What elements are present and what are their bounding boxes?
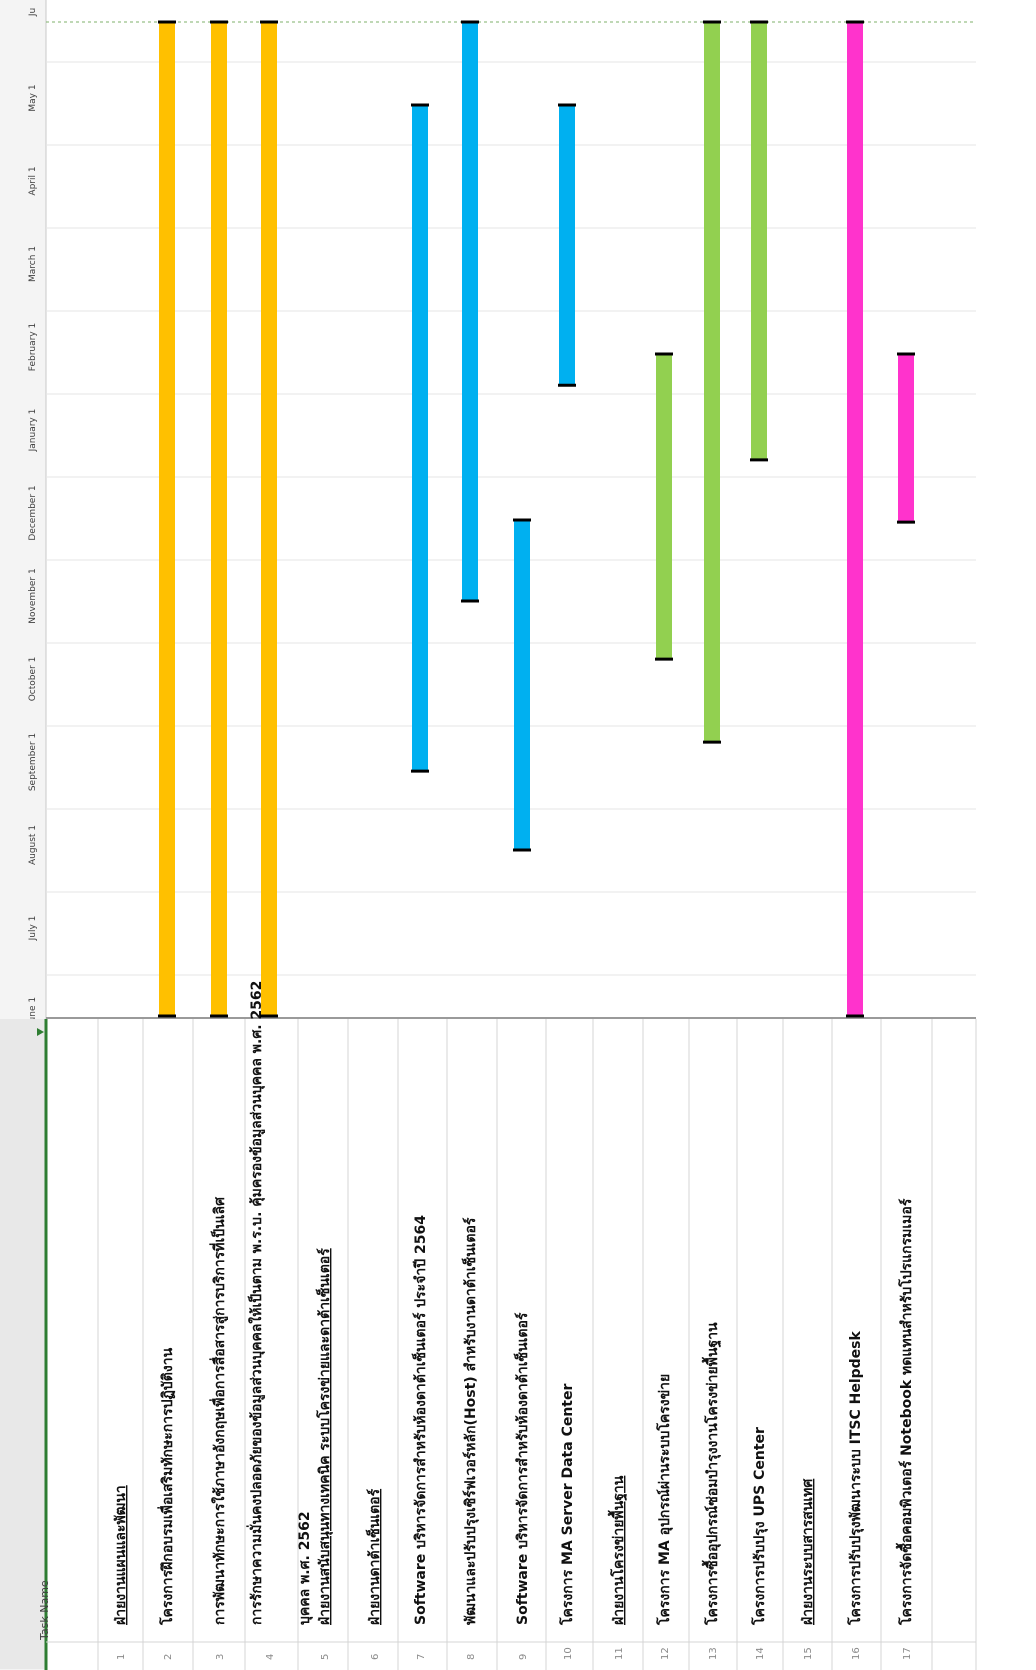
gantt-bar[interactable] [211,21,227,1017]
month-label: February 1 [28,323,38,371]
task-name-header: Task Name [38,1580,51,1641]
gantt-bar[interactable] [847,21,863,1017]
gantt-bars [158,20,915,1018]
row-number: 11 [614,1647,625,1660]
row-number: 17 [902,1647,913,1660]
row-number: 9 [518,1654,529,1660]
row-number: 7 [416,1654,427,1660]
task-name: โครงการ MA อุปกรณ์ผ่านระบบโครงข่าย [655,1374,673,1626]
section-name: ฝ่ายงานระบบสารสนเทศ [800,1478,816,1625]
row-number: 2 [163,1654,174,1660]
task-name: โครงการ MA Server Data Center [558,1384,576,1627]
section-name: ฝ่ายงานโครงข่ายพื้นฐาน [607,1475,628,1625]
section-name: ฝ่ายงานแผนและพัฒนา [113,1485,129,1625]
row-number: 16 [851,1647,862,1660]
month-label: January 1 [28,409,38,453]
triangle-down-icon[interactable] [37,1028,44,1036]
gantt-bar[interactable] [704,21,720,744]
gantt-bar[interactable] [656,353,672,661]
task-name-continued: บุคคล พ.ศ. 2562 [297,1511,313,1625]
row-number: 8 [466,1654,477,1660]
task-name: โครงการฝึกอบรมเพื่อเสริมทักษะการปฏิบัติง… [157,1347,176,1626]
gantt-bar[interactable] [412,104,428,773]
month-label: March 1 [28,246,38,282]
gantt-bar[interactable] [261,21,277,1017]
gantt-bar[interactable] [751,21,767,461]
task-name: โครงการปรับปรุงพัฒนาระบบ ITSC Helpdesk [846,1331,864,1626]
table-header-column [0,1019,46,1669]
month-label: July 1 [28,916,38,942]
task-name: Software บริหารจัดการสำหรับห้องดาต้าเซ็น… [513,1312,531,1625]
section-name: ฝ่ายงานสนับสนุนทางเทคนิค ระบบโครงข่ายและ… [315,1248,333,1625]
row-number: 14 [755,1647,766,1660]
row-number: 4 [265,1654,276,1660]
row-number: 15 [803,1647,814,1660]
task-table: Task Name 1 ฝ่ายงานแผนและพัฒนา 2 โครงการฝึกอ… [0,981,977,1670]
row-number: 5 [320,1654,331,1660]
task-name: การรักษาความมั่นคงปลอดภัยของข้อมูลส่วนบุ… [246,981,265,1625]
row-number: 10 [563,1647,574,1660]
row-number: 1 [116,1654,127,1660]
task-name: โครงการจัดซื้อคอมพิวเตอร์ Notebook ทดแทน… [895,1198,915,1626]
task-name: โครงการปรับปรุง UPS Center [750,1427,768,1626]
section-name: ฝ่ายงานดาต้าเซ็นเตอร์ [365,1488,383,1625]
row-number: 3 [215,1654,226,1660]
month-label: June 1 [28,997,38,1026]
timeline-header: June 1 July 1 August 1 September 1 October 1… [28,8,38,1026]
gantt-bar[interactable] [159,21,175,1017]
gantt-bar[interactable] [559,104,575,387]
task-name: Software บริหารจัดการสำหรับห้องดาต้าเซ็น… [411,1215,429,1625]
row-number: 13 [708,1647,719,1660]
month-label: May 1 [28,84,38,111]
gantt-bar[interactable] [898,353,914,524]
table-area [46,1019,976,1669]
gantt-bar[interactable] [462,21,478,602]
month-label: September 1 [28,733,38,791]
row-number: 6 [370,1654,381,1660]
row-number: 12 [660,1647,671,1660]
month-label: December 1 [28,485,38,540]
month-label: August 1 [28,825,38,865]
month-label: October 1 [28,657,38,702]
month-label: April 1 [28,166,38,195]
gantt-bar[interactable] [514,519,530,851]
task-name: พัฒนาและปรับปรุงเซิร์ฟเวอร์หลัก(Host) สำ… [461,1217,479,1625]
month-label: November 1 [28,568,38,623]
month-label: Ju [28,8,38,17]
task-name: การพัฒนาทักษะการใช้ภาษาอังกฤษเพื่อการสื่… [209,1196,228,1625]
task-name: โครงการซื้ออุปกรณ์ซ่อมบำรุงงานโครงข่ายพื… [701,1322,722,1626]
